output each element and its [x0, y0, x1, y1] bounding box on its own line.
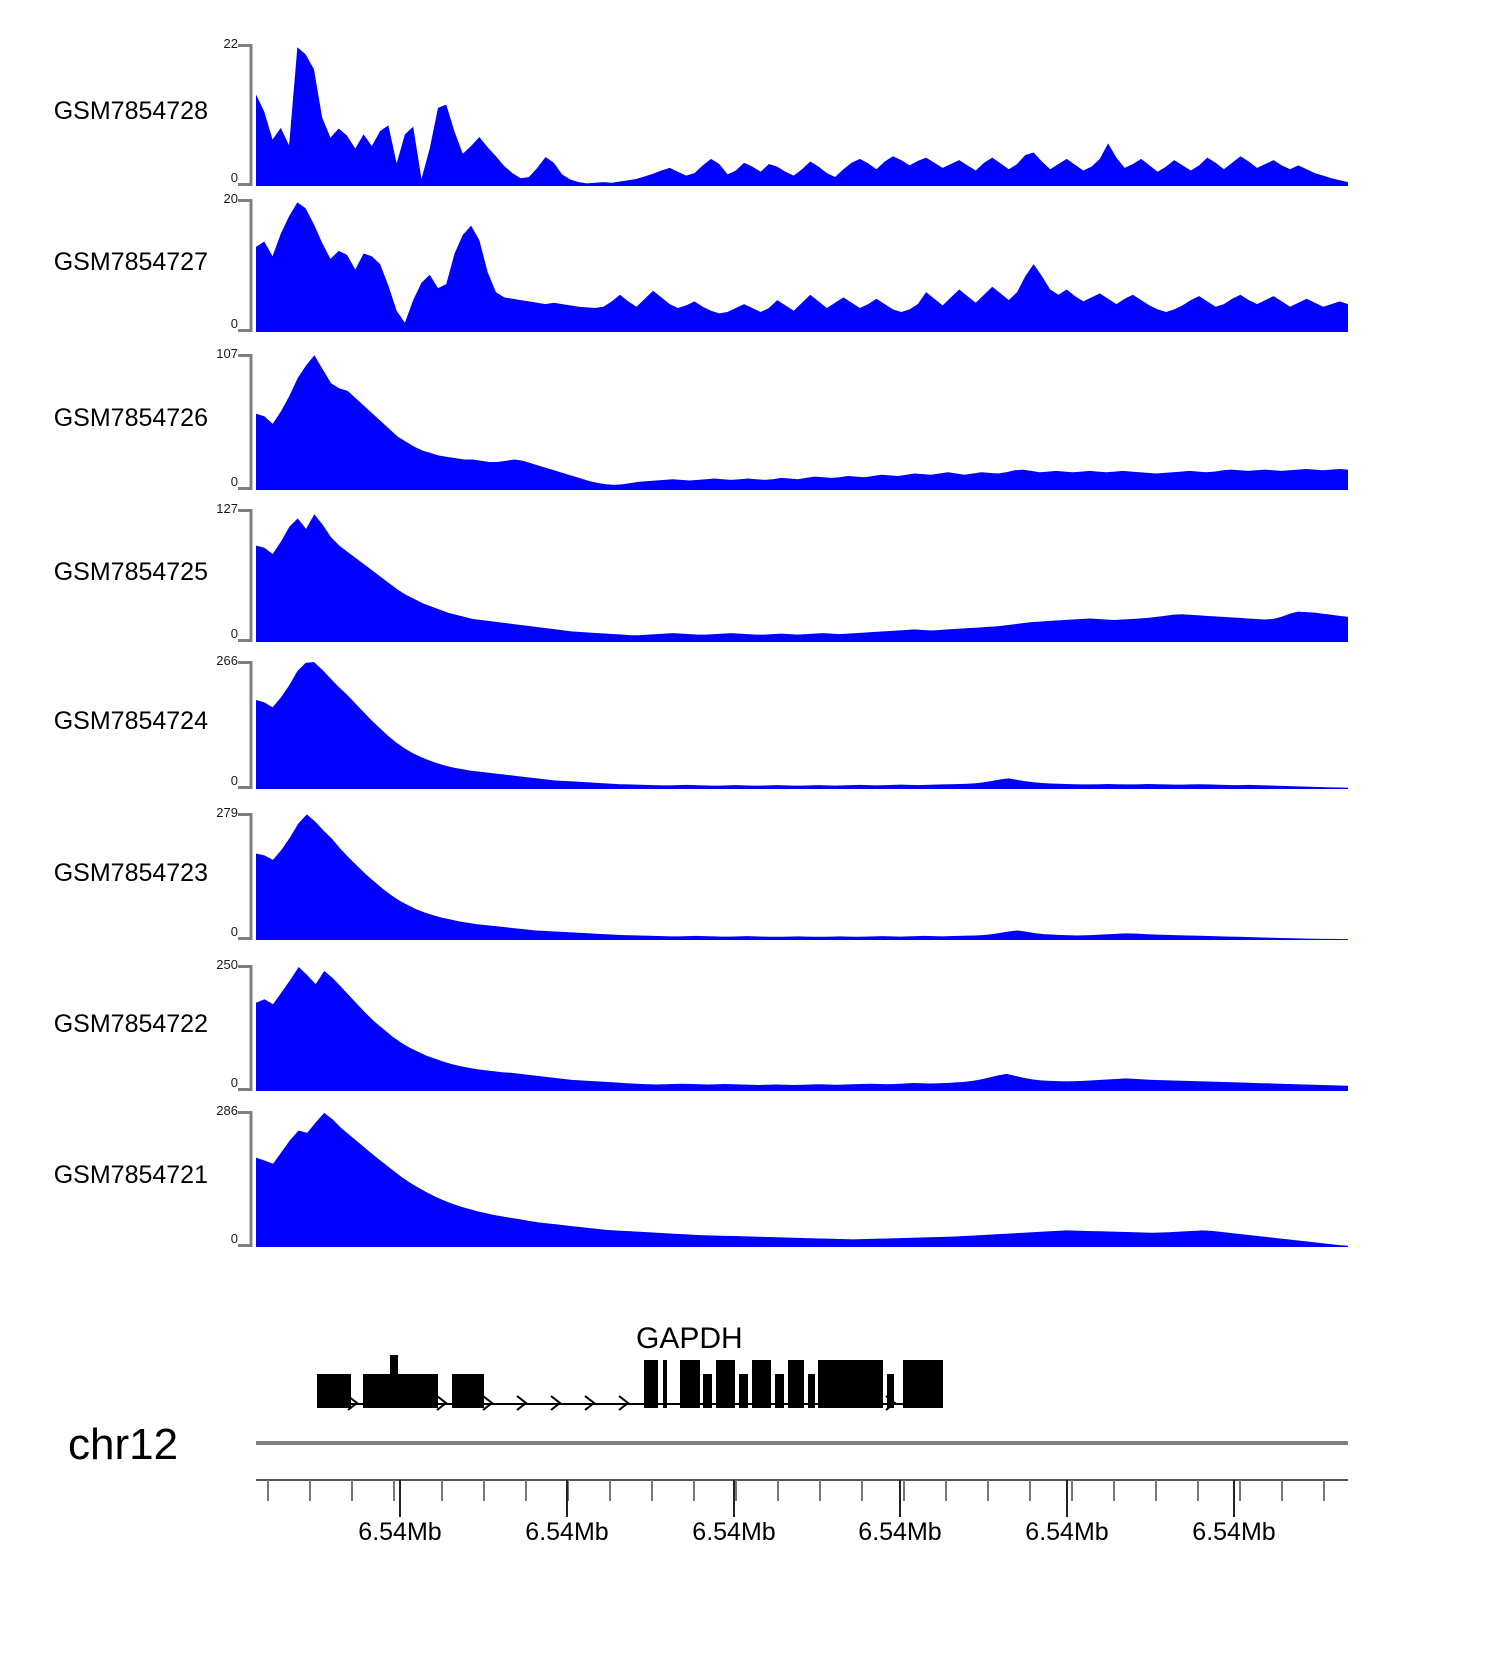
axis-max-label: 20 [223, 191, 238, 206]
track-sample-label: GSM7854721 [53, 1161, 208, 1189]
chromosome-label: chr12 [68, 1420, 179, 1469]
axis-max-label: 22 [223, 36, 238, 51]
axis-min-label: 0 [230, 773, 238, 788]
coverage-track: GSM7854724 266 0 [0, 653, 1500, 789]
coverage-track: GSM7854727 20 0 [0, 191, 1500, 332]
axis-tick-label: 6.54Mb [858, 1518, 942, 1546]
coverage-area-plot [238, 813, 1348, 940]
axis-max-label: 286 [216, 1103, 238, 1118]
track-sample-label: GSM7854722 [53, 1010, 208, 1038]
coverage-track: GSM7854726 107 0 [0, 346, 1500, 490]
axis-tick-label: 6.54Mb [692, 1518, 776, 1546]
coverage-track: GSM7854721 286 0 [0, 1103, 1500, 1247]
coverage-area-plot [238, 354, 1348, 490]
coverage-track: GSM7854723 279 0 [0, 805, 1500, 940]
track-sample-label: GSM7854727 [53, 247, 208, 276]
axis-tick-label: 6.54Mb [1192, 1518, 1276, 1546]
axis-tick-label: 6.54Mb [1025, 1518, 1109, 1546]
coverage-track: GSM7854725 127 0 [0, 501, 1500, 642]
track-sample-label: GSM7854726 [53, 404, 208, 432]
axis-max-label: 127 [216, 501, 238, 516]
axis-tick-label: 6.54Mb [525, 1518, 609, 1546]
coverage-area-plot [238, 661, 1348, 789]
axis-min-label: 0 [230, 316, 238, 331]
genome-coordinate-axis[interactable] [0, 1435, 1500, 1555]
axis-min-label: 0 [230, 1075, 238, 1090]
coverage-area-plot [238, 965, 1348, 1091]
axis-max-label: 107 [216, 346, 238, 361]
track-sample-label: GSM7854724 [53, 707, 208, 735]
axis-min-label: 0 [230, 626, 238, 641]
axis-max-label: 279 [216, 805, 238, 820]
gene-model-track[interactable] [0, 1355, 1500, 1475]
gene-name-label: GAPDH [636, 1322, 743, 1355]
coverage-area-plot [238, 509, 1348, 642]
track-sample-label: GSM7854725 [53, 557, 208, 586]
coverage-area-plot [238, 44, 1348, 186]
coverage-area-plot [238, 1111, 1348, 1247]
coverage-area-plot [238, 199, 1348, 332]
axis-min-label: 0 [230, 1231, 238, 1246]
track-sample-label: GSM7854728 [53, 97, 208, 125]
axis-min-label: 0 [230, 170, 238, 185]
axis-min-label: 0 [230, 924, 238, 939]
track-sample-label: GSM7854723 [53, 858, 208, 887]
coverage-track: GSM7854728 22 0 [0, 36, 1500, 186]
axis-min-label: 0 [230, 474, 238, 489]
axis-max-label: 250 [216, 957, 238, 972]
axis-max-label: 266 [216, 653, 238, 668]
axis-tick-label: 6.54Mb [358, 1518, 442, 1546]
coverage-track: GSM7854722 250 0 [0, 957, 1500, 1091]
